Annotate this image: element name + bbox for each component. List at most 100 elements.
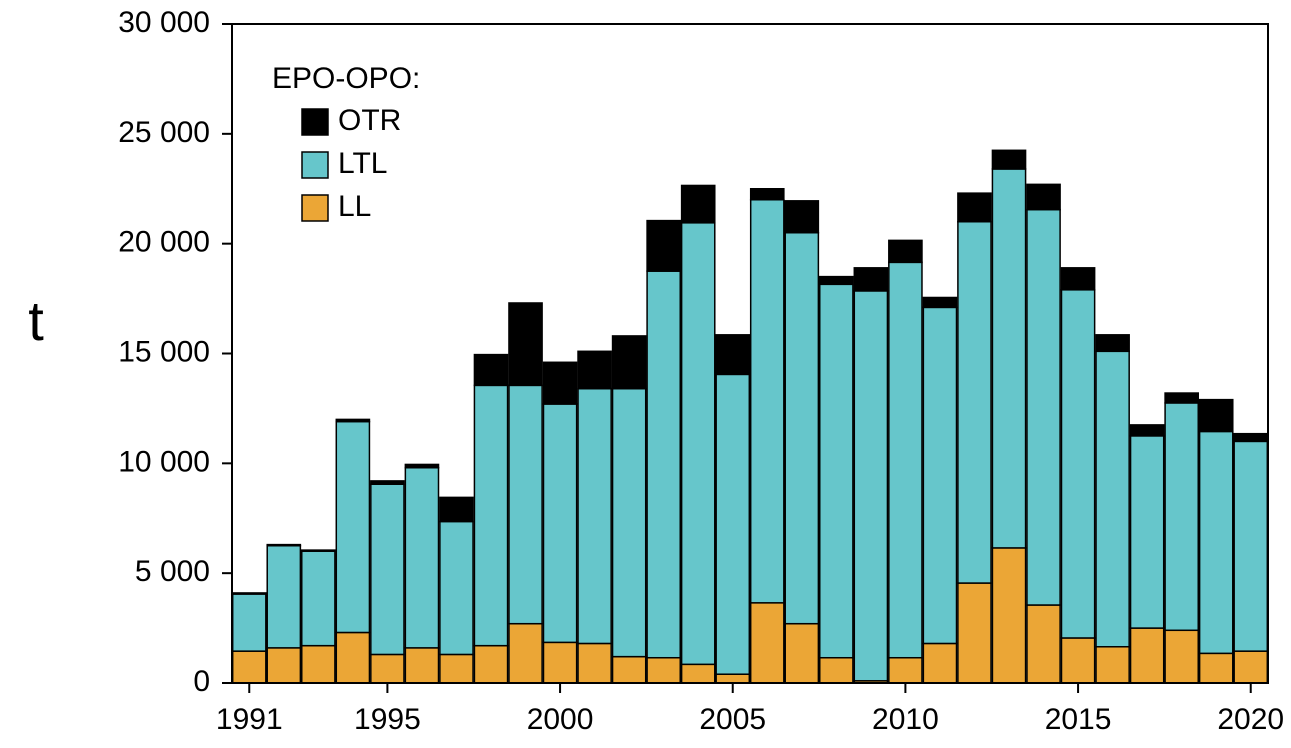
y-tick-label: 5 000 (135, 555, 210, 588)
y-tick-label: 25 000 (118, 116, 210, 149)
bar-segment (335, 418, 371, 423)
bar-segment (1198, 398, 1234, 433)
bar-segment (1026, 604, 1061, 684)
x-tick-label: 2005 (699, 703, 766, 736)
bar-segment (335, 420, 371, 634)
bar-segment (853, 267, 889, 292)
bar-segment (473, 353, 509, 387)
bar-segment (266, 647, 302, 684)
legend-swatch (301, 151, 329, 179)
bar-segment (577, 387, 612, 645)
bar-segment (1026, 208, 1061, 606)
bar-segment (1095, 350, 1130, 648)
y-tick-label: 30 000 (118, 6, 210, 39)
bar-segment (335, 631, 371, 684)
bar-segment (473, 384, 509, 647)
y-tick-label: 10 000 (118, 445, 210, 478)
x-tick-label: 2020 (1217, 703, 1284, 736)
x-tick-label: 2000 (527, 703, 594, 736)
bar-segment (680, 222, 716, 666)
bar-segment (1164, 402, 1199, 632)
bar-segment (784, 231, 820, 625)
legend-swatch (301, 194, 329, 222)
y-tick-label: 0 (193, 665, 210, 698)
x-tick-label: 1995 (354, 703, 421, 736)
bar-segment (1095, 646, 1130, 684)
bar-segment (1129, 424, 1165, 437)
bar-segment (1129, 627, 1165, 684)
bar-segment (473, 644, 509, 684)
bar-segment (819, 283, 854, 659)
bar-segment (922, 306, 958, 645)
bar-segment (991, 168, 1027, 549)
bar-segment (1026, 183, 1061, 211)
bar-segment (680, 184, 716, 224)
bar-segment (508, 622, 543, 684)
bar-segment (957, 192, 992, 223)
bar-segment (611, 655, 647, 684)
bar-segment (888, 261, 923, 659)
bar-segment (266, 544, 302, 649)
bar-segment (611, 387, 647, 658)
bar-segment (715, 673, 751, 684)
y-tick-label: 15 000 (118, 335, 210, 368)
bar-segment (1095, 334, 1130, 353)
bar-segment (1060, 267, 1096, 291)
bar-segment (853, 290, 889, 682)
bar-segment (749, 198, 785, 604)
bar-segment (1198, 652, 1234, 684)
legend-title: EPO-OPO: (272, 62, 420, 95)
bar-segment (1060, 637, 1096, 684)
bar-segment (1164, 629, 1199, 684)
bar-segment (749, 188, 785, 201)
y-axis-label: t (28, 289, 44, 352)
bar-segment (1233, 432, 1269, 443)
bar-segment (439, 520, 474, 656)
bar-segment (784, 622, 820, 684)
bar-segment (266, 543, 302, 547)
bar-segment (439, 653, 474, 684)
bar-segment (1060, 289, 1096, 639)
bar-segment (370, 480, 405, 485)
bar-segment (439, 496, 474, 523)
bar-segment (301, 549, 336, 552)
bar-segment (646, 219, 681, 272)
x-tick-label: 2010 (872, 703, 939, 736)
bar-segment (819, 656, 854, 684)
bar-segment (508, 302, 543, 387)
bar-segment (749, 602, 785, 684)
bar-segment (1198, 430, 1234, 655)
legend-label: LL (338, 190, 371, 223)
bar-segment (370, 483, 405, 656)
bar-segment (404, 647, 440, 684)
bar-segment (888, 656, 923, 684)
bar-segment (1129, 435, 1165, 629)
bar-segment (1233, 440, 1269, 652)
bar-segment (680, 663, 716, 684)
bar-segment (991, 547, 1027, 684)
bar-segment (404, 463, 440, 469)
bar-segment (577, 642, 612, 684)
bar-segment (991, 149, 1027, 170)
legend-label: OTR (338, 104, 401, 137)
bar-segment (577, 350, 612, 390)
bar-segment (1164, 392, 1199, 404)
bar-segment (922, 296, 958, 309)
bar-segment (957, 582, 992, 684)
bar-segment (646, 656, 681, 684)
bar-segment (715, 373, 751, 675)
bar-segment (542, 361, 578, 405)
bar-segment (784, 200, 820, 234)
legend-swatch (301, 108, 329, 136)
bar-segment (922, 642, 958, 684)
bar-segment (646, 270, 681, 659)
bar-segment (542, 641, 578, 684)
y-tick-label: 20 000 (118, 226, 210, 259)
bar-segment (231, 650, 267, 684)
bar-segment (611, 335, 647, 390)
x-tick-label: 1991 (216, 703, 283, 736)
x-tick-label: 2015 (1045, 703, 1112, 736)
legend-label: LTL (338, 147, 387, 180)
